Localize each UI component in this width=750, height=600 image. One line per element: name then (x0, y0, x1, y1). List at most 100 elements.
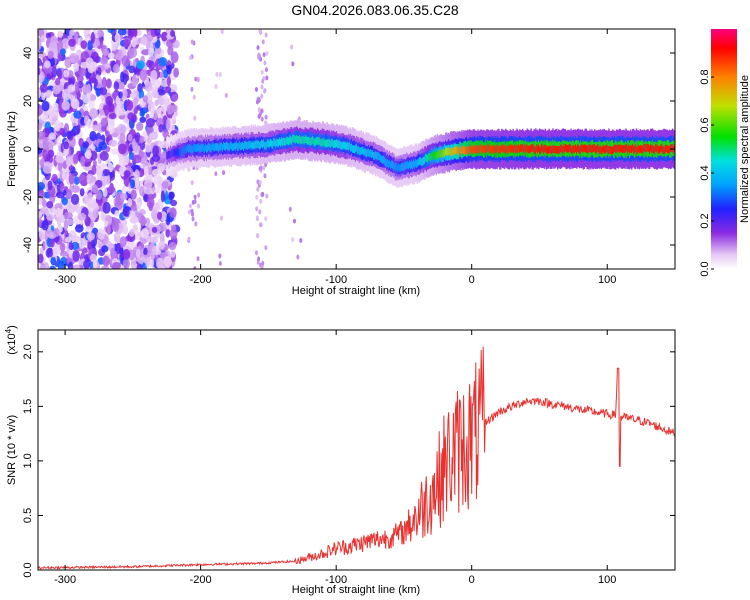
noise-cell (121, 87, 128, 100)
y-tick-label: 2.0 (22, 344, 34, 359)
y-tick-label: 0 (22, 146, 34, 152)
ridge-cell (428, 152, 430, 161)
noise-cell (218, 253, 222, 259)
noise-cell (145, 255, 151, 268)
noise-cell (46, 200, 54, 209)
ridge-cell (228, 143, 231, 152)
noise-cell (73, 176, 80, 185)
ridge-cell (317, 137, 319, 145)
ridge-cell (320, 139, 323, 147)
noise-cell (105, 78, 112, 89)
ridge-cell (325, 140, 327, 148)
snr-series-line (38, 346, 675, 570)
ridge-cell (445, 147, 447, 156)
ridge-cell (232, 143, 234, 152)
ridge-cell (422, 157, 424, 166)
noise-cell (166, 76, 172, 87)
ridge-cell (408, 161, 410, 170)
noise-cell (143, 179, 153, 190)
ridge-cell (558, 145, 561, 154)
ridge-cell (218, 144, 220, 153)
noise-cell (63, 141, 70, 150)
ridge-cell (539, 146, 542, 154)
noise-cell (84, 150, 92, 160)
ridge-cell (575, 144, 577, 153)
ridge-cell (225, 141, 228, 150)
ridge-cell (315, 138, 317, 147)
ridge-cell (288, 137, 290, 146)
ridge-cell (491, 146, 493, 155)
y-tick-label: 20 (22, 95, 34, 107)
noise-cell (255, 99, 259, 105)
noise-cell (145, 117, 155, 128)
ridge-cell (520, 144, 522, 153)
noise-cell (139, 186, 146, 197)
ridge-cell (219, 142, 221, 151)
ridge-cell (261, 140, 264, 149)
ridge-cell (546, 146, 548, 155)
noise-cell (196, 256, 200, 262)
noise-cell (121, 55, 130, 67)
ridge-cell (443, 149, 445, 157)
ridge-cell (252, 142, 254, 151)
colorbar-tick-label: 0.2 (699, 213, 711, 228)
noise-cell (122, 208, 130, 217)
ridge-cell (613, 144, 616, 152)
ridge-cell (461, 147, 463, 156)
ridge-cell (175, 149, 178, 158)
ridge-cell (576, 146, 578, 154)
noise-cell (119, 193, 128, 200)
ridge-cell (205, 143, 207, 152)
ridge-cell (190, 145, 193, 154)
ridge-cell (335, 139, 338, 148)
ridge-cell (322, 139, 325, 148)
noise-cell (169, 228, 178, 239)
ridge-cell (171, 149, 174, 157)
ridge-cell (642, 145, 644, 154)
ridge-cell (194, 144, 197, 152)
ridge-cell (329, 139, 331, 148)
noise-cell (156, 89, 166, 96)
noise-cell (260, 69, 264, 75)
ridge-cell (284, 138, 287, 146)
ridge-cell (207, 142, 210, 151)
ridge-cell (620, 144, 622, 153)
noise-cell (85, 57, 94, 70)
ridge-cell (496, 145, 498, 154)
noise-cell (114, 210, 120, 217)
noise-cell (136, 201, 142, 212)
ridge-cell (532, 143, 534, 152)
noise-cell (68, 173, 75, 185)
noise-cell (148, 47, 155, 57)
ridge-cell (499, 145, 501, 153)
noise-cell (258, 113, 262, 119)
ridge-cell (371, 150, 373, 158)
ridge-cell (243, 143, 245, 151)
ridge-cell (587, 145, 589, 154)
ridge-cell (187, 143, 189, 152)
ridge-cell (379, 154, 382, 163)
ridge-cell (639, 144, 641, 153)
noise-cell (265, 67, 269, 73)
ridge-cell (278, 139, 280, 148)
ridge-cell (416, 159, 419, 168)
top-y-axis-label: Frequency (Hz) (6, 111, 18, 187)
noise-cell (149, 132, 158, 140)
ridge-cell (500, 146, 502, 154)
bottom-x-axis-label: Height of straight line (km) (292, 584, 420, 596)
ridge-cell (464, 147, 466, 156)
ridge-cell (261, 139, 263, 148)
y-tick-label: 0.5 (22, 508, 34, 523)
noise-cell (127, 29, 132, 37)
ridge-cell (648, 144, 650, 152)
noise-cell (73, 110, 82, 119)
noise-cell (130, 215, 138, 224)
noise-cell (38, 228, 46, 241)
ridge-cell (574, 145, 576, 154)
ridge-cell (624, 145, 626, 153)
noise-cell (264, 245, 268, 251)
noise-cell (89, 108, 99, 119)
ridge-cell (201, 143, 203, 152)
ridge-cell (312, 136, 314, 144)
ridge-cell (557, 145, 559, 154)
